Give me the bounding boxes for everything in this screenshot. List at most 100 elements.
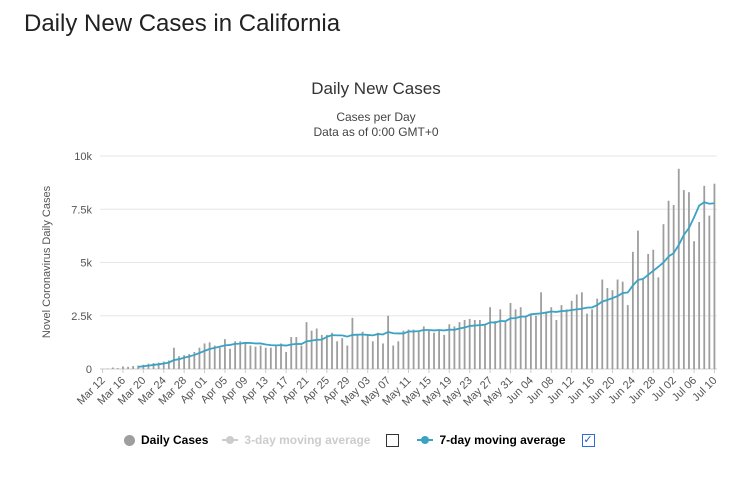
bar-daily-cases[interactable] xyxy=(280,343,282,369)
bar-daily-cases[interactable] xyxy=(668,201,670,369)
bar-daily-cases[interactable] xyxy=(423,326,425,369)
bar-daily-cases[interactable] xyxy=(622,282,624,369)
bar-daily-cases[interactable] xyxy=(250,346,252,369)
bar-daily-cases[interactable] xyxy=(270,348,272,369)
bar-daily-cases[interactable] xyxy=(688,192,690,369)
bar-daily-cases[interactable] xyxy=(652,250,654,369)
bar-daily-cases[interactable] xyxy=(448,324,450,369)
bar-daily-cases[interactable] xyxy=(234,341,236,369)
bar-daily-cases[interactable] xyxy=(632,252,634,369)
bar-daily-cases[interactable] xyxy=(285,352,287,369)
bar-daily-cases[interactable] xyxy=(336,341,338,369)
bar-daily-cases[interactable] xyxy=(479,320,481,369)
bar-daily-cases[interactable] xyxy=(357,335,359,369)
bar-daily-cases[interactable] xyxy=(489,307,491,369)
bar-daily-cases[interactable] xyxy=(612,290,614,369)
bar-daily-cases[interactable] xyxy=(663,224,665,369)
bar-daily-cases[interactable] xyxy=(571,301,573,369)
bar-daily-cases[interactable] xyxy=(275,346,277,369)
bar-daily-cases[interactable] xyxy=(260,346,262,369)
bar-daily-cases[interactable] xyxy=(637,231,639,369)
bar-daily-cases[interactable] xyxy=(540,292,542,369)
bar-daily-cases[interactable] xyxy=(117,368,119,369)
bar-daily-cases[interactable] xyxy=(367,335,369,369)
bar-daily-cases[interactable] xyxy=(153,363,155,369)
bar-daily-cases[interactable] xyxy=(352,318,354,369)
legend-item-3-day-average[interactable]: 3-day moving average xyxy=(222,433,370,447)
bar-daily-cases[interactable] xyxy=(576,294,578,369)
bar-daily-cases[interactable] xyxy=(561,305,563,369)
bar-daily-cases[interactable] xyxy=(239,341,241,369)
bar-daily-cases[interactable] xyxy=(316,329,318,369)
bar-daily-cases[interactable] xyxy=(678,169,680,369)
bar-daily-cases[interactable] xyxy=(443,335,445,369)
bar-daily-cases[interactable] xyxy=(199,348,201,369)
bar-daily-cases[interactable] xyxy=(510,303,512,369)
bar-daily-cases[interactable] xyxy=(714,184,716,369)
bar-daily-cases[interactable] xyxy=(601,280,603,369)
bar-daily-cases[interactable] xyxy=(453,326,455,369)
bar-daily-cases[interactable] xyxy=(642,280,644,369)
bar-daily-cases[interactable] xyxy=(693,241,695,369)
bar-daily-cases[interactable] xyxy=(627,305,629,369)
bar-daily-cases[interactable] xyxy=(265,348,267,369)
bar-daily-cases[interactable] xyxy=(403,331,405,369)
bar-daily-cases[interactable] xyxy=(617,280,619,369)
bar-daily-cases[interactable] xyxy=(295,337,297,369)
bar-daily-cases[interactable] xyxy=(132,366,134,369)
bar-daily-cases[interactable] xyxy=(591,309,593,369)
bar-daily-cases[interactable] xyxy=(301,346,303,369)
bar-daily-cases[interactable] xyxy=(229,349,231,369)
bar-daily-cases[interactable] xyxy=(224,339,226,369)
bar-daily-cases[interactable] xyxy=(566,309,568,369)
bar-daily-cases[interactable] xyxy=(397,341,399,369)
bar-daily-cases[interactable] xyxy=(545,311,547,369)
bar-daily-cases[interactable] xyxy=(433,333,435,369)
bar-daily-cases[interactable] xyxy=(708,216,710,369)
bar-daily-cases[interactable] xyxy=(698,222,700,369)
bar-daily-cases[interactable] xyxy=(581,292,583,369)
legend-item-daily-cases[interactable]: Daily Cases xyxy=(124,433,208,447)
bar-daily-cases[interactable] xyxy=(326,335,328,369)
bar-daily-cases[interactable] xyxy=(214,346,216,369)
bar-daily-cases[interactable] xyxy=(331,333,333,369)
bar-daily-cases[interactable] xyxy=(673,205,675,369)
bar-daily-cases[interactable] xyxy=(346,346,348,369)
bar-daily-cases[interactable] xyxy=(647,254,649,369)
bar-daily-cases[interactable] xyxy=(494,321,496,369)
bar-daily-cases[interactable] xyxy=(112,368,114,369)
3-day-average-checkbox[interactable] xyxy=(386,434,399,447)
bar-daily-cases[interactable] xyxy=(586,314,588,369)
bar-daily-cases[interactable] xyxy=(504,322,506,369)
bar-daily-cases[interactable] xyxy=(535,316,537,369)
bar-daily-cases[interactable] xyxy=(372,341,374,369)
bar-daily-cases[interactable] xyxy=(438,330,440,369)
bar-daily-cases[interactable] xyxy=(122,366,124,369)
bar-daily-cases[interactable] xyxy=(418,332,420,369)
bar-daily-cases[interactable] xyxy=(244,342,246,369)
bar-daily-cases[interactable] xyxy=(306,322,308,369)
bar-daily-cases[interactable] xyxy=(377,333,379,369)
bar-daily-cases[interactable] xyxy=(204,343,206,369)
bar-daily-cases[interactable] xyxy=(413,330,415,369)
bar-daily-cases[interactable] xyxy=(484,324,486,369)
bar-daily-cases[interactable] xyxy=(499,309,501,369)
bar-daily-cases[interactable] xyxy=(550,307,552,369)
bar-daily-cases[interactable] xyxy=(127,367,129,369)
bar-daily-cases[interactable] xyxy=(209,342,211,369)
bar-daily-cases[interactable] xyxy=(657,277,659,369)
bar-daily-cases[interactable] xyxy=(290,337,292,369)
bar-daily-cases[interactable] xyxy=(387,316,389,369)
bar-daily-cases[interactable] xyxy=(341,338,343,369)
bar-daily-cases[interactable] xyxy=(530,314,532,369)
bar-daily-cases[interactable] xyxy=(311,331,313,369)
bar-daily-cases[interactable] xyxy=(703,186,705,369)
bar-daily-cases[interactable] xyxy=(255,347,257,369)
bar-daily-cases[interactable] xyxy=(683,190,685,369)
bar-daily-cases[interactable] xyxy=(173,348,175,369)
bar-daily-cases[interactable] xyxy=(382,343,384,369)
bar-daily-cases[interactable] xyxy=(555,320,557,369)
bar-daily-cases[interactable] xyxy=(362,332,364,369)
bar-daily-cases[interactable] xyxy=(474,320,476,369)
bar-daily-cases[interactable] xyxy=(428,331,430,369)
